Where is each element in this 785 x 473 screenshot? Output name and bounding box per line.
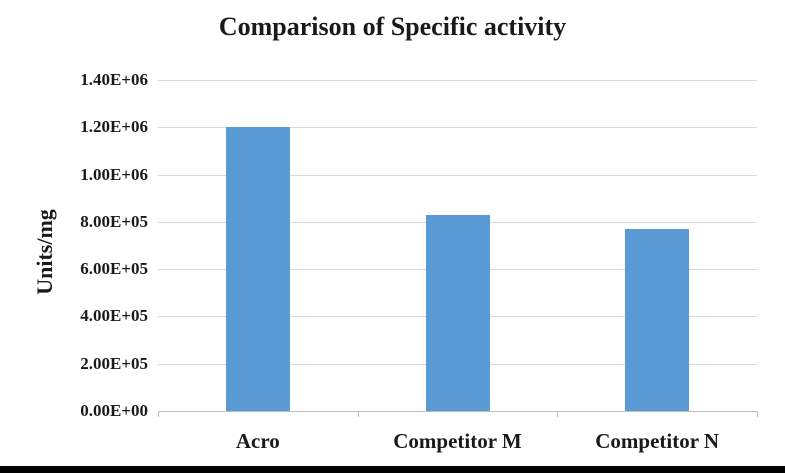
x-axis-line [158,411,758,417]
gridline [158,174,757,176]
y-tick-label: 1.40E+06 [80,70,148,89]
bottom-border [0,466,785,473]
x-tick-label: Competitor M [393,429,522,453]
y-tick-label: 2.00E+05 [80,353,148,373]
gridline [158,127,757,129]
chart-title: Comparison of Specific activity [218,12,567,41]
bar-competitor-m [425,214,490,411]
x-tick-label: Acro [235,429,280,453]
y-tick-label: 6.00E+05 [80,259,148,279]
y-tick-label: 8.00E+05 [80,211,148,231]
x-axis-tickmark [357,411,359,417]
y-tick-label: 4.00E+05 [80,306,148,326]
x-tick-label: Competitor N [595,429,720,453]
x-axis-tickmark [757,411,758,417]
y-tick-label: 1.00E+06 [80,164,148,184]
y-tick-label: 1.20E+06 [80,117,148,137]
x-axis-tickmark [158,411,159,417]
plot-area [158,80,758,417]
gridline [158,80,757,81]
x-axis-tickmark [557,411,559,417]
y-tick-label: 0.00E+00 [80,401,148,420]
bar-acro [225,127,290,411]
bar-competitor-n [625,228,690,411]
